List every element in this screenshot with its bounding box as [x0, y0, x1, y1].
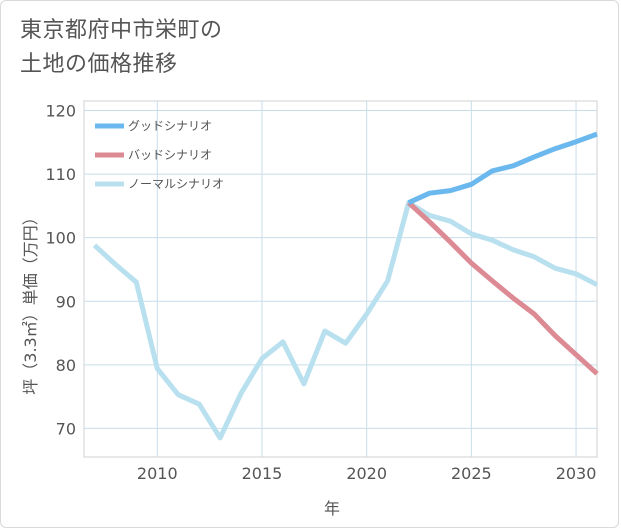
series-lines: [92, 131, 599, 441]
y-tick-label: 80: [56, 356, 76, 375]
y-tick-label: 70: [56, 419, 76, 438]
y-axis-label: 坪（3.3㎡）単価（万円）: [21, 209, 40, 394]
legend-label: バッドシナリオ: [128, 148, 212, 162]
x-tick-label: 2020: [346, 464, 387, 483]
y-tick-label: 100: [45, 229, 76, 248]
x-tick-label: 2030: [556, 464, 597, 483]
series-line-2: [406, 200, 599, 376]
x-axis-label: 年: [324, 499, 340, 518]
series-line-1: [407, 131, 598, 205]
legend-label: ノーマルシナリオ: [128, 177, 224, 191]
x-tick-labels: 2010 2015 2020 2025 2030: [137, 464, 596, 483]
chart-title-line-1: 東京都府中市栄町の: [20, 18, 223, 43]
x-tick-label: 2015: [242, 464, 283, 483]
plot-area-border: [83, 100, 598, 458]
x-tick-label: 2010: [137, 464, 178, 483]
y-tick-labels: 70 80 90 100 110 120: [45, 102, 76, 439]
chart-title-line-2: 土地の価格推移: [20, 52, 178, 77]
y-tick-label: 110: [45, 165, 76, 184]
grid-lines: [84, 101, 597, 457]
series-line-3: [92, 200, 599, 441]
y-tick-label: 120: [45, 102, 76, 121]
y-tick-label: 90: [56, 292, 76, 311]
legend-label: グッドシナリオ: [128, 119, 212, 133]
x-tick-label: 2025: [451, 464, 492, 483]
chart-title: 東京都府中市栄町の 土地の価格推移: [20, 14, 223, 82]
